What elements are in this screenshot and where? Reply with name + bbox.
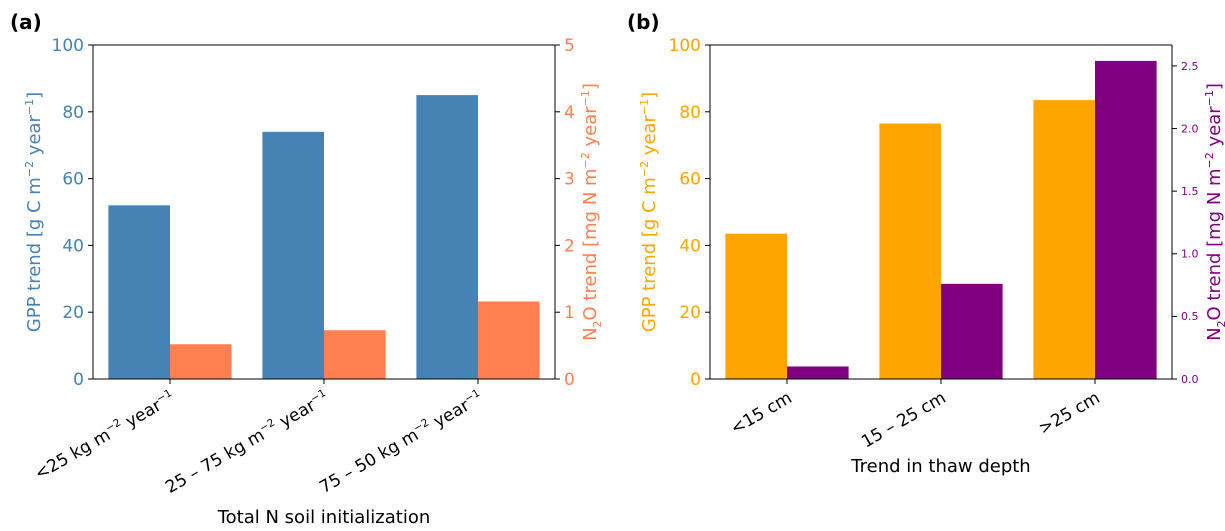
bar-gpp-1 — [725, 234, 787, 379]
left-tick-label: 100 — [52, 36, 84, 56]
y-label-superscript: −1 — [638, 99, 651, 115]
bar-n2o-3 — [478, 302, 540, 379]
y-axis-label-right: N2O trend [mg N m−2 year−1] — [579, 83, 604, 341]
x-tick-label: <25 kg m−2 year−1 — [31, 387, 179, 484]
left-tick-label: 20 — [62, 303, 84, 323]
left-tick-label: 60 — [62, 170, 84, 190]
left-tick-label: 20 — [679, 303, 701, 323]
right-tick-label: 1 — [564, 303, 575, 323]
y-label-text: O trend [mg N m — [1204, 168, 1225, 320]
left-tick-label: 80 — [679, 103, 701, 123]
bar-gpp-3 — [1033, 100, 1095, 379]
y-label-superscript: −1 — [1203, 90, 1216, 106]
right-tick-label: 0.0 — [1181, 373, 1199, 386]
right-tick-label: 0.5 — [1181, 310, 1199, 323]
x-tick-text: <25 kg m — [31, 425, 114, 484]
y-label-text: N — [1204, 327, 1225, 340]
x-axis-label: Total N soil initialization — [217, 507, 431, 528]
right-tick-label: 3 — [564, 170, 575, 190]
y-label-text: ] — [580, 83, 601, 90]
x-tick-label: 15 – 25 cm — [858, 388, 949, 452]
x-tick-label: >25 cm — [1035, 388, 1103, 439]
bar-gpp-2 — [879, 123, 941, 379]
x-tick-text: 25 – 75 kg m — [162, 425, 268, 498]
bar-n2o-1 — [787, 366, 849, 379]
y-label-superscript: −2 — [23, 161, 36, 177]
y-label-subscript: 2 — [1215, 320, 1225, 327]
right-tick-label: 2.5 — [1181, 60, 1199, 73]
right-tick-label: 2.0 — [1181, 122, 1199, 135]
left-tick-label: 0 — [73, 370, 84, 390]
x-tick-label: <15 cm — [727, 388, 795, 439]
x-tick-text: >25 cm — [1035, 388, 1103, 439]
y-label-superscript: −1 — [23, 99, 36, 115]
y-label-text: year — [24, 114, 45, 160]
y-label-text: year — [580, 106, 601, 152]
y-axis-label-right: N2O trend [mg N m−2 year−1] — [1203, 83, 1225, 341]
left-tick-label: 80 — [62, 103, 84, 123]
y-label-text: year — [639, 114, 660, 160]
y-label-text: N — [580, 327, 601, 340]
y-label-text: ] — [24, 92, 45, 99]
left-tick-label: 60 — [679, 170, 701, 190]
chart-panel-1: (a)020406080100012345<25 kg m−2 year−125… — [10, 10, 604, 528]
x-tick-text: <15 cm — [727, 388, 795, 439]
bar-n2o-1 — [170, 344, 232, 379]
x-tick-label: 25 – 75 kg m−2 year−1 — [162, 387, 333, 498]
left-tick-label: 40 — [679, 236, 701, 256]
bar-n2o-2 — [941, 284, 1003, 379]
panel-label: (b) — [627, 10, 660, 34]
x-axis-label: Trend in thaw depth — [850, 456, 1030, 477]
y-axis-label-left: GPP trend [g C m−2 year−1] — [638, 92, 660, 332]
y-label-superscript: −1 — [579, 90, 592, 106]
x-tick-text: 15 – 25 cm — [858, 388, 949, 452]
y-label-text: GPP trend [g C m — [639, 177, 660, 332]
y-label-superscript: −2 — [1203, 152, 1216, 168]
right-tick-label: 4 — [564, 103, 575, 123]
right-tick-label: 1.5 — [1181, 185, 1199, 198]
bar-gpp-1 — [108, 205, 170, 379]
y-label-text: year — [1204, 106, 1225, 152]
y-label-subscript: 2 — [591, 320, 604, 327]
y-label-superscript: −2 — [638, 161, 651, 177]
right-tick-label: 5 — [564, 36, 575, 56]
right-tick-label: 0 — [564, 370, 575, 390]
bar-gpp-3 — [416, 95, 478, 379]
bar-n2o-3 — [1095, 61, 1157, 379]
panel-label: (a) — [10, 10, 42, 34]
right-tick-label: 2 — [564, 236, 575, 256]
chart-panel-2: (b) 0 20 40 60 80 100 0.0 0.5 1.0 1.5 2.0 2.5 <15 cm 1… — [627, 10, 1225, 477]
bar-gpp-2 — [262, 132, 324, 379]
y-label-superscript: −2 — [579, 152, 592, 168]
x-tick-text: 75 – 50 kg m — [316, 425, 422, 498]
y-axis-label-left: GPP trend [g C m−2 year−1] — [23, 92, 45, 332]
left-tick-label: 0 — [690, 370, 701, 390]
right-tick-label: 1.0 — [1181, 248, 1199, 261]
y-label-text: ] — [1204, 83, 1225, 90]
left-tick-label: 100 — [669, 36, 701, 56]
bar-n2o-2 — [324, 330, 386, 379]
left-tick-label: 40 — [62, 236, 84, 256]
y-label-text: GPP trend [g C m — [24, 177, 45, 332]
y-label-text: O trend [mg N m — [580, 168, 601, 320]
y-label-text: ] — [639, 92, 660, 99]
x-tick-label: 75 – 50 kg m−2 year−1 — [316, 387, 487, 498]
